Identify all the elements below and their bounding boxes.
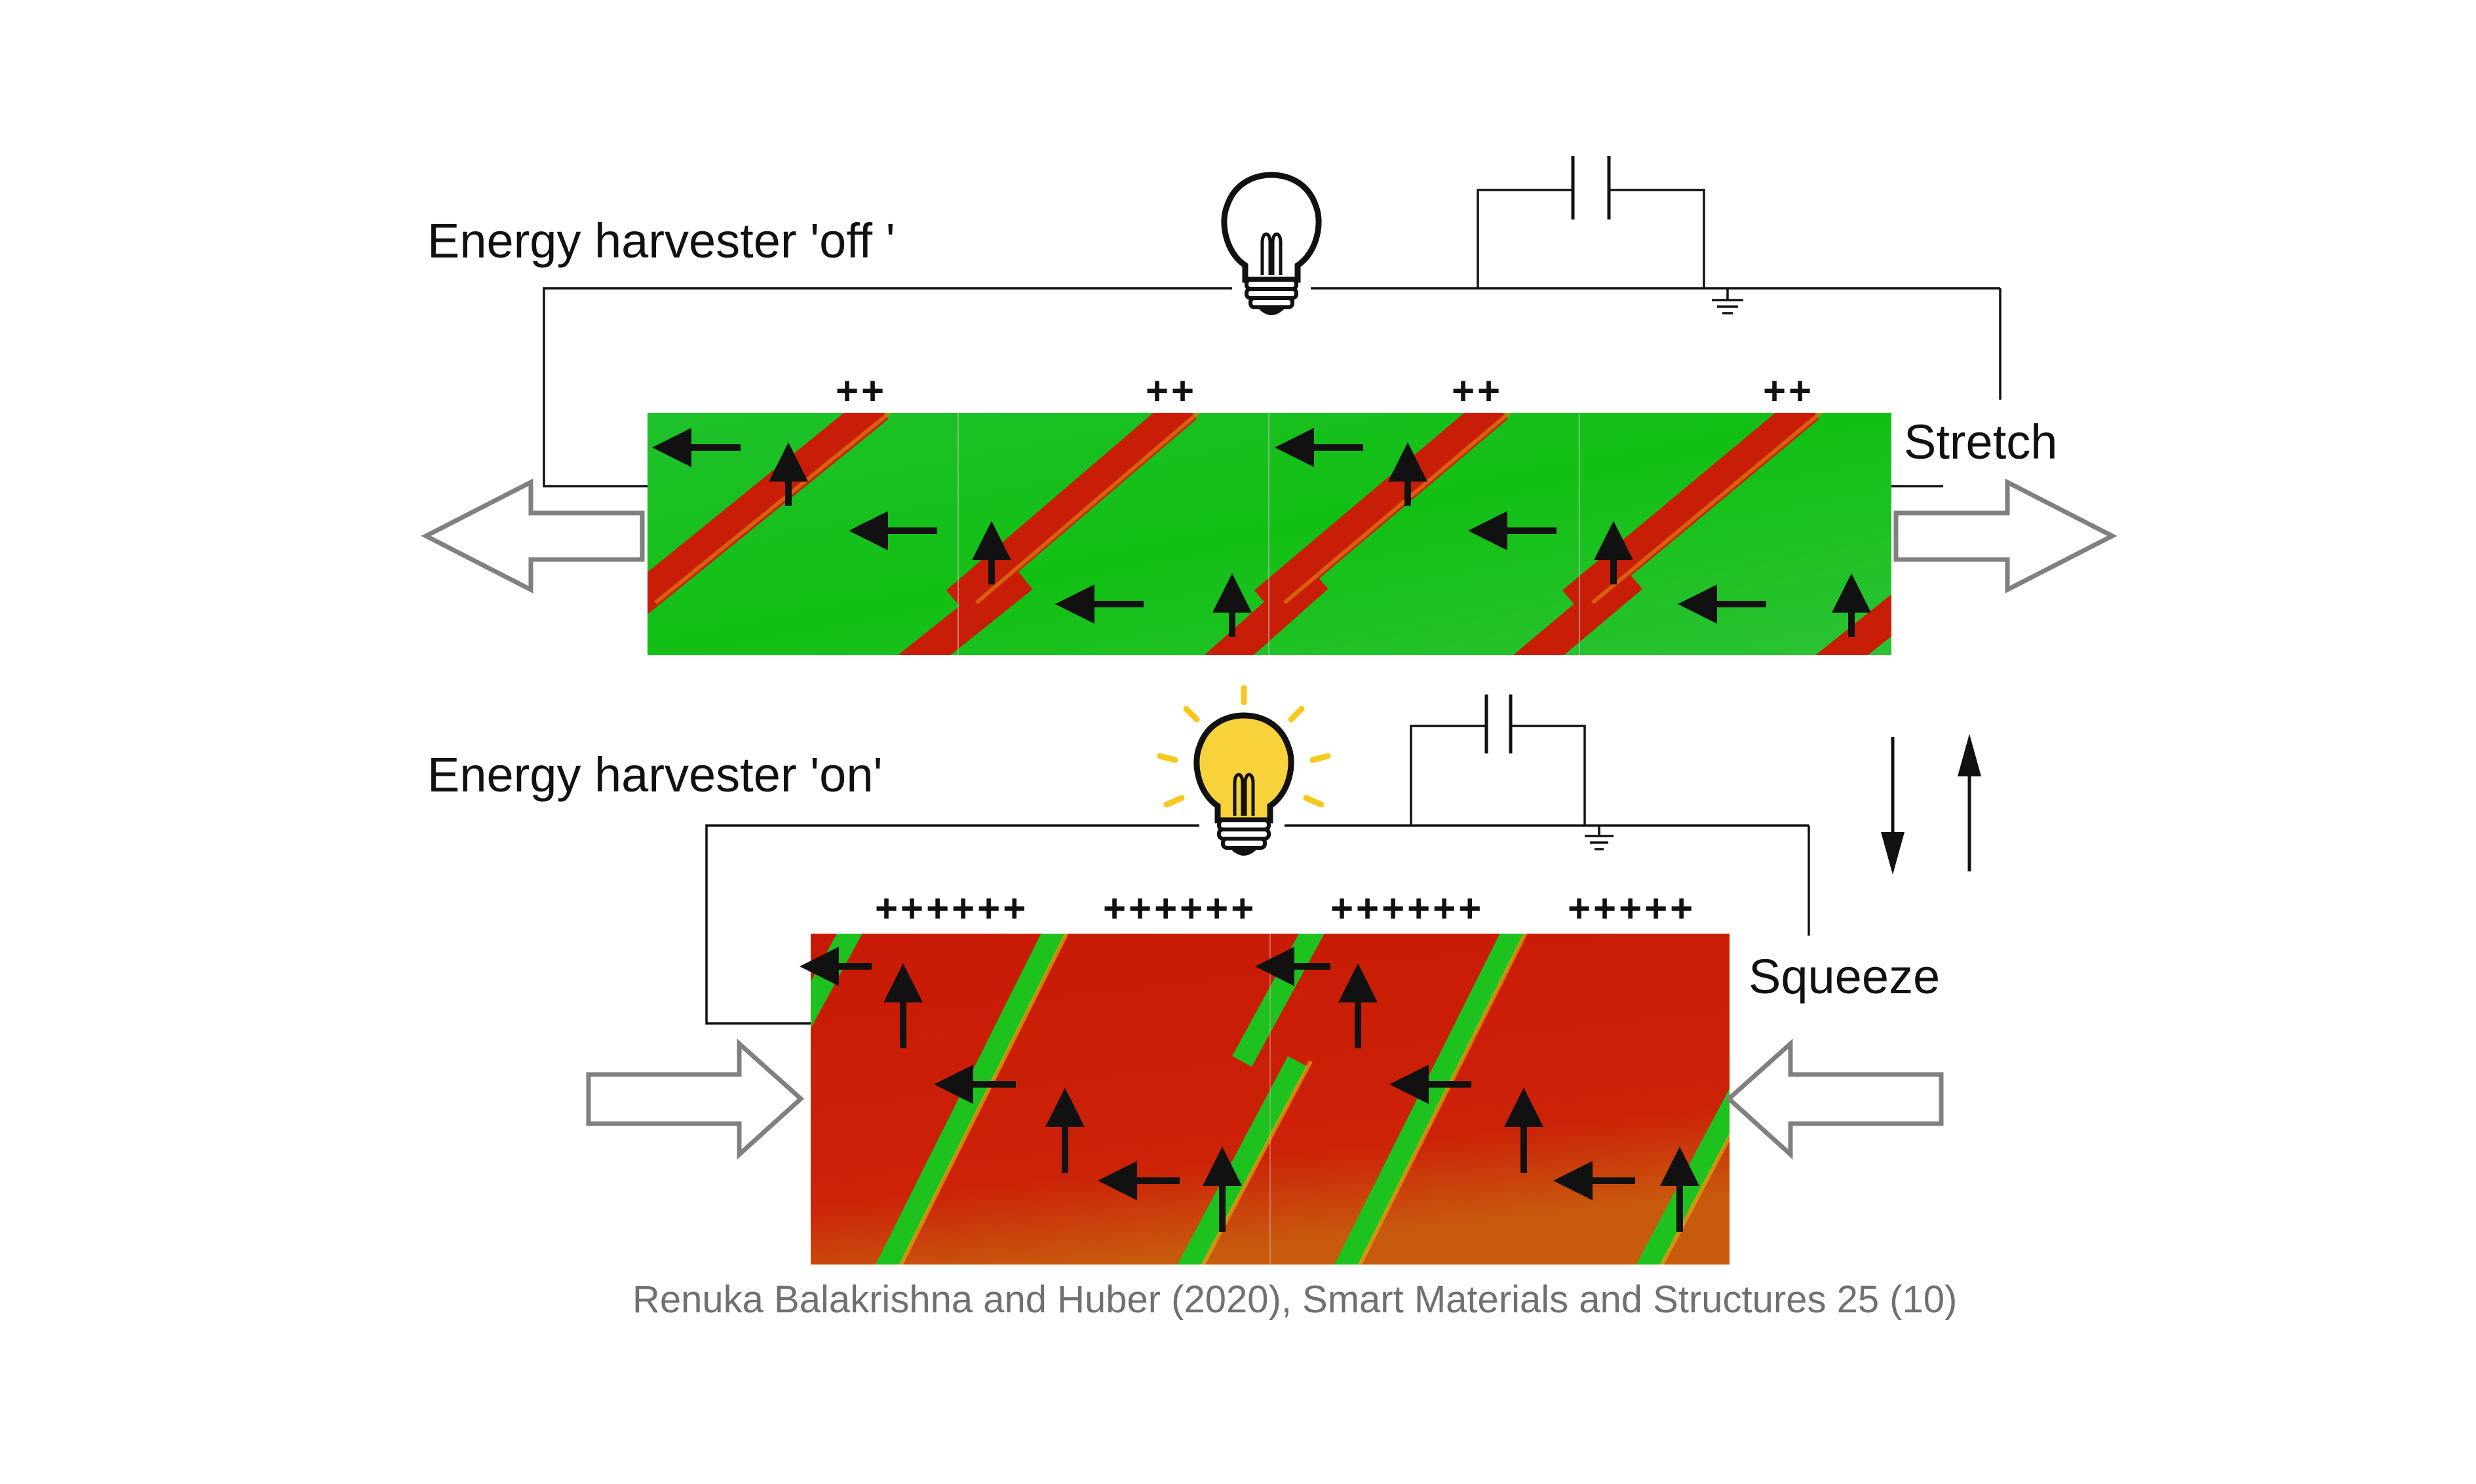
- panel-on: [586, 685, 1944, 1265]
- charge-label-on-4: +++++: [1568, 886, 1696, 930]
- charge-label-on-3: ++++++: [1330, 886, 1484, 930]
- capacitor-icon: [1571, 156, 1611, 219]
- cycle-arrows-icon: [1881, 734, 1981, 875]
- panel-on-title: Energy harvester 'on': [427, 748, 883, 802]
- circuit-wire-off: [543, 189, 2002, 487]
- charge-label-off-2: ++: [1146, 369, 1197, 413]
- polarization-arrows-off: [652, 428, 1871, 637]
- charge-label-off-3: ++: [1452, 369, 1503, 413]
- lightbulb-off-icon: [1221, 172, 1322, 315]
- lightbulb-on-icon: [1157, 685, 1331, 856]
- microstructure-on: [811, 934, 1730, 1265]
- polarization-arrows-on: [800, 947, 1699, 1232]
- microstructure-off: [648, 413, 1891, 655]
- load-arrow-left-on: [586, 1038, 805, 1160]
- citation: Renuka Balakrishna and Huber (2020), Sma…: [632, 1278, 1958, 1321]
- capacitor-icon: [1484, 694, 1513, 753]
- squeeze-label: Squeeze: [1749, 949, 1941, 1004]
- load-arrow-right-on: [1725, 1038, 1944, 1160]
- charge-label-off-4: ++: [1763, 369, 1815, 413]
- charge-label-on-1: ++++++: [875, 886, 1029, 930]
- charge-label-off-1: ++: [836, 369, 887, 413]
- panel-off-title: Energy harvester 'off ': [427, 214, 895, 268]
- stretch-label: Stretch: [1904, 415, 2058, 469]
- load-arrow-left-off: [421, 478, 645, 594]
- panel-off: [421, 156, 2118, 655]
- load-arrow-right-off: [1893, 478, 2118, 594]
- charge-label-on-2: ++++++: [1103, 886, 1257, 930]
- ground-icon: [1712, 288, 1743, 314]
- ground-icon: [1585, 826, 1614, 850]
- circuit-wire-on: [705, 725, 1810, 1025]
